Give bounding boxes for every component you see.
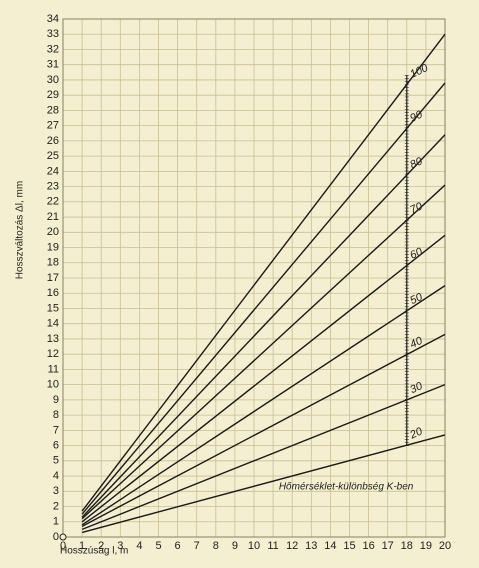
- x-tick-label: 2: [98, 540, 104, 552]
- y-tick-label: 29: [47, 89, 59, 101]
- data-line: [81, 383, 446, 531]
- x-tick-label: 10: [248, 540, 260, 552]
- x-tick-label: 0: [60, 540, 66, 552]
- data-line: [81, 134, 446, 518]
- y-tick-label: 2: [53, 500, 59, 512]
- y-tick-label: 34: [47, 13, 59, 25]
- y-tick-label: 3: [53, 485, 59, 497]
- data-line: [81, 333, 446, 527]
- x-tick-label: 19: [420, 540, 432, 552]
- x-tick-label: 14: [324, 540, 336, 552]
- y-tick-label: 24: [47, 165, 59, 177]
- x-tick-label: 20: [439, 540, 451, 552]
- x-tick-label: 16: [362, 540, 374, 552]
- y-tick-label: 0: [53, 531, 59, 543]
- x-tick-label: 6: [175, 540, 181, 552]
- y-tick-label: 10: [47, 379, 59, 391]
- x-tick-label: 5: [155, 540, 161, 552]
- x-tick-label: 13: [305, 540, 317, 552]
- y-tick-label: 19: [47, 241, 59, 253]
- y-tick-label: 25: [47, 150, 59, 162]
- y-tick-label: 26: [47, 135, 59, 147]
- y-tick-label: 27: [47, 120, 59, 132]
- y-tick-label: 13: [47, 333, 59, 345]
- data-line: [81, 234, 446, 523]
- x-tick-label: 9: [232, 540, 238, 552]
- x-tick-label: 18: [401, 540, 413, 552]
- y-tick-label: 9: [53, 394, 59, 406]
- y-tick-label: 20: [47, 226, 59, 238]
- x-axis-label: Hosszúság l, m: [60, 546, 128, 557]
- y-tick-label: 21: [47, 211, 59, 223]
- x-tick-label: 17: [382, 540, 394, 552]
- x-tick-label: 12: [286, 540, 298, 552]
- series-label: 90: [408, 108, 425, 124]
- data-line: [81, 434, 446, 534]
- y-tick-label: 5: [53, 455, 59, 467]
- series-label: 50: [408, 291, 425, 307]
- y-tick-label: 30: [47, 74, 59, 86]
- annotation: Hőmérséklet-különbség K-ben: [279, 481, 414, 492]
- y-tick-label: 6: [53, 439, 59, 451]
- y-tick-label: 18: [47, 257, 59, 269]
- series-label: 60: [408, 245, 425, 261]
- y-tick-label: 23: [47, 180, 59, 192]
- y-tick-label: 14: [47, 318, 59, 330]
- y-tick-label: 8: [53, 409, 59, 421]
- y-tick-label: 28: [47, 104, 59, 116]
- origin-marker: [59, 533, 67, 541]
- series-label: 20: [407, 425, 425, 442]
- y-tick-label: 32: [47, 43, 59, 55]
- x-tick-label: 3: [117, 540, 123, 552]
- y-tick-label: 16: [47, 287, 59, 299]
- series-label: 30: [408, 380, 425, 396]
- x-tick-label: 7: [194, 540, 200, 552]
- y-tick-label: 22: [47, 196, 59, 208]
- y-tick-label: 31: [47, 59, 59, 71]
- x-tick-label: 1: [79, 540, 85, 552]
- y-tick-label: 1: [53, 516, 59, 528]
- data-line: [81, 184, 446, 520]
- y-tick-label: 15: [47, 302, 59, 314]
- y-axis-label: Hosszváltozás Δl, mm: [15, 181, 26, 279]
- series-label: 40: [408, 335, 425, 351]
- plot-frame: [62, 18, 446, 538]
- x-tick-label: 15: [343, 540, 355, 552]
- data-line: [81, 285, 446, 526]
- y-tick-label: 11: [48, 363, 59, 375]
- y-tick-label: 4: [53, 470, 59, 482]
- series-label: 70: [408, 200, 425, 216]
- y-tick-label: 7: [53, 424, 59, 436]
- series-label: 80: [408, 155, 425, 171]
- data-line: [81, 82, 446, 515]
- y-tick-label: 17: [47, 272, 59, 284]
- x-tick-label: 11: [267, 540, 278, 552]
- y-tick-label: 33: [47, 28, 59, 40]
- y-tick-label: 12: [47, 348, 59, 360]
- x-tick-label: 4: [136, 540, 142, 552]
- data-line: [81, 33, 446, 512]
- x-tick-label: 8: [213, 540, 219, 552]
